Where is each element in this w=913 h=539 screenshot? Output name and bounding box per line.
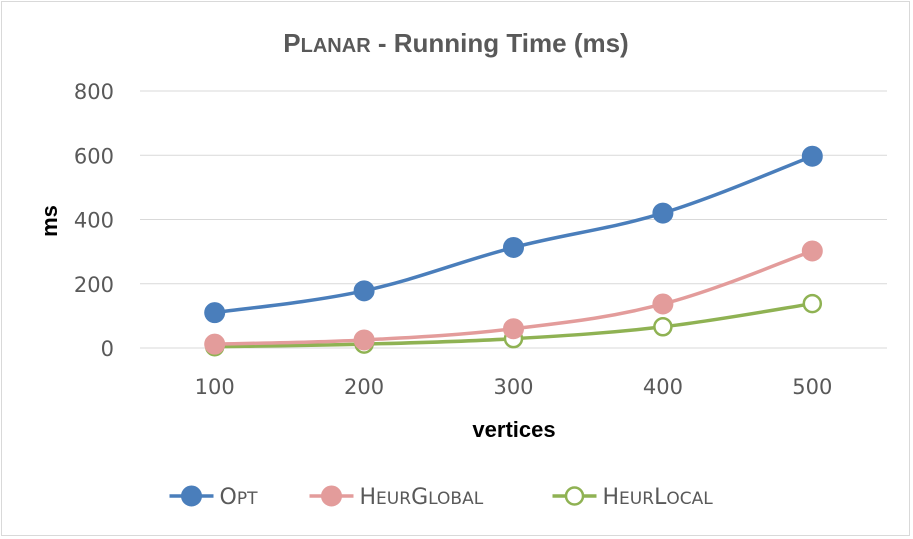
legend-label: HEURLOCAL bbox=[603, 485, 714, 510]
legend-entry-heurglobal: HEURGLOBAL bbox=[309, 485, 484, 510]
legend-label: OPT bbox=[220, 485, 259, 510]
x-tick-label: 500 bbox=[792, 375, 832, 399]
x-tick-label: 200 bbox=[344, 375, 384, 399]
chart-title: PLANAR - Running Time (ms) bbox=[283, 28, 628, 58]
x-axis-ticks: 100 200 300 400 500 bbox=[195, 375, 833, 399]
data-point bbox=[353, 280, 375, 302]
series-heurglobal bbox=[204, 240, 823, 355]
series-line bbox=[212, 154, 815, 315]
y-tick-label: 600 bbox=[74, 144, 114, 168]
legend: OPT HEURGLOBAL HEURLOCAL bbox=[169, 485, 714, 510]
data-point bbox=[802, 293, 823, 314]
x-tick-label: 100 bbox=[195, 375, 235, 399]
legend-marker bbox=[321, 485, 342, 507]
legend-marker bbox=[181, 485, 202, 507]
y-tick-label: 800 bbox=[74, 80, 114, 104]
data-point bbox=[204, 302, 226, 324]
data-point bbox=[353, 329, 375, 351]
data-point bbox=[503, 236, 524, 258]
data-point bbox=[801, 240, 823, 262]
series-opt bbox=[204, 145, 823, 324]
series-layer bbox=[204, 145, 823, 357]
data-point bbox=[204, 333, 226, 355]
legend-entry-heurlocal: HEURLOCAL bbox=[552, 485, 714, 510]
gridlines bbox=[140, 90, 887, 349]
data-point bbox=[652, 202, 674, 224]
y-tick-label: 200 bbox=[74, 273, 114, 297]
y-axis-ticks: 0 200 400 600 800 bbox=[74, 80, 114, 361]
data-point bbox=[653, 317, 673, 337]
y-axis-title: ms bbox=[37, 205, 62, 237]
legend-marker bbox=[564, 486, 585, 506]
data-point bbox=[503, 318, 524, 340]
legend-entry-opt: OPT bbox=[169, 485, 259, 510]
legend-label: HEURGLOBAL bbox=[360, 485, 484, 510]
x-axis-title: vertices bbox=[472, 417, 555, 442]
data-point bbox=[801, 145, 823, 167]
x-tick-label: 300 bbox=[493, 375, 533, 399]
data-point bbox=[652, 293, 674, 315]
y-tick-label: 400 bbox=[74, 209, 114, 233]
x-tick-label: 400 bbox=[643, 375, 683, 399]
y-tick-label: 0 bbox=[101, 337, 114, 361]
